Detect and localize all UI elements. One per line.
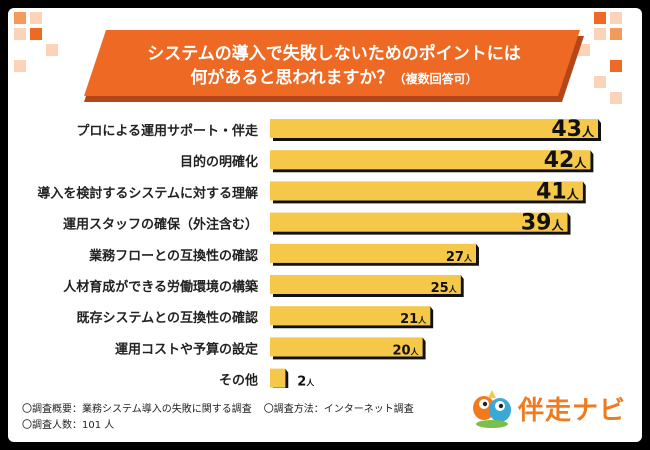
deco-square bbox=[14, 28, 26, 40]
bar bbox=[270, 181, 583, 201]
value-number: 39 bbox=[521, 211, 552, 236]
deco-square bbox=[594, 28, 606, 40]
deco-square bbox=[578, 44, 590, 56]
bar bbox=[270, 243, 476, 263]
value-label: 21人 bbox=[400, 312, 427, 327]
title-note: （複数回答可） bbox=[393, 72, 478, 86]
value-unit: 人 bbox=[574, 155, 587, 170]
value-number: 2 bbox=[297, 375, 306, 388]
value-unit: 人 bbox=[567, 186, 580, 201]
bar-shadow bbox=[273, 275, 464, 297]
value-label: 25人 bbox=[431, 281, 458, 296]
title-question: 何があると思われますか？ bbox=[190, 68, 394, 88]
footer-line-1: 〇調査概要：業務システム導入の失敗に関する調査 〇調査方法：インターネット調査 bbox=[22, 402, 426, 418]
value-unit: 人 bbox=[306, 378, 315, 388]
deco-square bbox=[46, 44, 58, 56]
deco-square bbox=[14, 12, 26, 24]
category-label: 既存システムとの互換性の確認 bbox=[77, 310, 258, 326]
category-label: 導入を検討するシステムに対する理解 bbox=[37, 185, 258, 201]
survey-footer: 〇調査概要：業務システム導入の失敗に関する調査 〇調査方法：インターネット調査 〇… bbox=[22, 402, 426, 434]
deco-square bbox=[30, 28, 42, 40]
value-number: 27 bbox=[446, 250, 464, 265]
bar bbox=[270, 368, 286, 388]
survey-overview: 〇調査概要：業務システム導入の失敗に関する調査 bbox=[22, 404, 252, 415]
bar-shadow bbox=[273, 368, 289, 388]
bar-shadow bbox=[273, 243, 479, 266]
logo-text: 伴走ナビ bbox=[518, 396, 627, 426]
bar bbox=[270, 306, 431, 326]
deco-square bbox=[594, 76, 606, 88]
category-label: プロによる運用サポート・伴走 bbox=[76, 123, 259, 139]
value-unit: 人 bbox=[551, 218, 564, 233]
bar bbox=[270, 150, 591, 170]
mascot-icon bbox=[473, 390, 511, 428]
title-line-1: システムの導入で失敗しないためのポイントには bbox=[147, 44, 521, 64]
bar bbox=[270, 119, 598, 138]
value-label: 43人 bbox=[551, 117, 595, 142]
deco-square bbox=[610, 12, 622, 24]
bar bbox=[270, 275, 461, 294]
survey-respondents: 〇調査人数：101 人 bbox=[22, 420, 115, 431]
deco-square bbox=[14, 60, 26, 72]
deco-square bbox=[610, 28, 622, 40]
value-number: 20 bbox=[392, 343, 410, 358]
bar-shadow bbox=[273, 212, 571, 235]
value-label: 27人 bbox=[446, 250, 473, 265]
category-label: 運用スタッフの確保（外注含む） bbox=[63, 217, 258, 233]
value-unit: 人 bbox=[418, 315, 427, 325]
bar bbox=[270, 212, 568, 232]
value-label: 42人 bbox=[544, 148, 588, 173]
infographic-frame: システムの導入で失敗しないためのポイントには 何があると思われますか？（複数回答… bbox=[8, 8, 642, 442]
value-unit: 人 bbox=[582, 124, 595, 139]
value-number: 42 bbox=[544, 148, 575, 173]
deco-square bbox=[30, 12, 42, 24]
value-label: 2人 bbox=[297, 375, 315, 388]
title-banner-shape bbox=[84, 30, 584, 102]
value-number: 21 bbox=[400, 312, 418, 327]
value-label: 41人 bbox=[536, 179, 580, 204]
chart-title: システムの導入で失敗しないためのポイントには 何があると思われますか？（複数回答… bbox=[84, 42, 584, 91]
category-label: 運用コストや予算の設定 bbox=[115, 341, 258, 357]
category-label: その他 bbox=[219, 373, 258, 388]
bar-shadow bbox=[273, 150, 594, 173]
value-unit: 人 bbox=[411, 346, 420, 356]
category-label: 人材育成ができる労働環境の構築 bbox=[63, 279, 259, 295]
value-unit: 人 bbox=[464, 253, 473, 263]
bar-shadow bbox=[273, 306, 434, 329]
deco-square bbox=[610, 60, 622, 72]
category-label: 目的の明確化 bbox=[180, 154, 258, 170]
deco-square bbox=[594, 12, 606, 24]
category-label: 業務フローとの互換性の確認 bbox=[88, 248, 258, 264]
brand-logo: 伴走ナビ bbox=[470, 384, 630, 432]
bar-shadow bbox=[273, 337, 426, 360]
title-banner: システムの導入で失敗しないためのポイントには 何があると思われますか？（複数回答… bbox=[84, 30, 584, 102]
value-unit: 人 bbox=[449, 284, 458, 294]
value-label: 20人 bbox=[392, 343, 419, 358]
title-line-2: 何があると思われますか？（複数回答可） bbox=[84, 66, 584, 91]
bar-shadow bbox=[273, 181, 586, 204]
value-number: 25 bbox=[431, 281, 449, 296]
survey-method: 〇調査方法：インターネット調査 bbox=[263, 404, 414, 415]
value-label: 39人 bbox=[521, 211, 565, 236]
deco-square bbox=[610, 92, 622, 104]
value-number: 41 bbox=[536, 179, 567, 204]
bar bbox=[270, 337, 423, 357]
value-number: 43 bbox=[551, 117, 582, 142]
bar-shadow bbox=[273, 119, 601, 141]
